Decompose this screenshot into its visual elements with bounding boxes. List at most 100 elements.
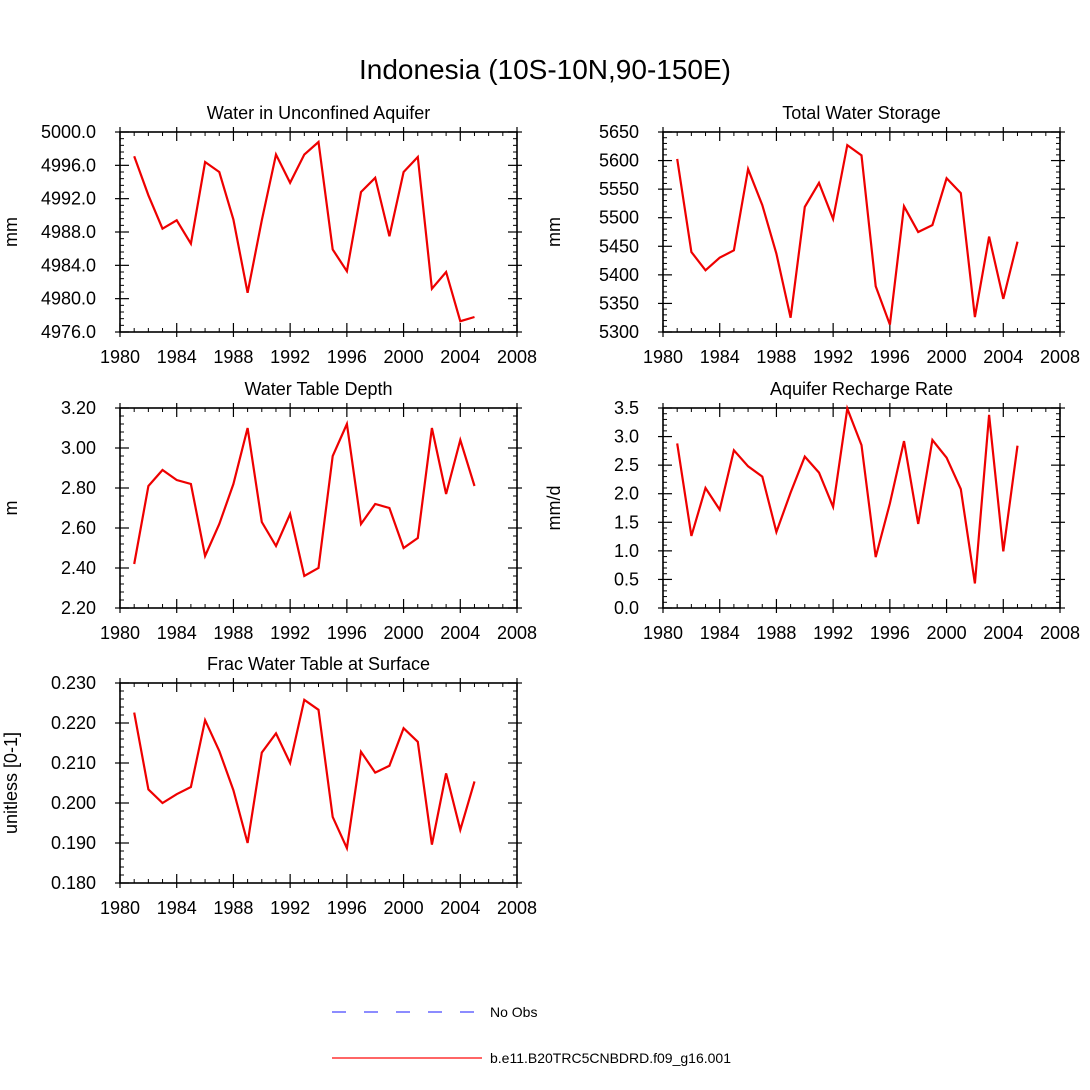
figure-title: Indonesia (10S-10N,90-150E) <box>359 54 731 85</box>
y-tick-label: 3.20 <box>61 398 96 418</box>
x-tick-label: 1996 <box>870 623 910 643</box>
y-tick-label: 0.5 <box>614 569 639 589</box>
y-tick-label: 5350 <box>599 293 639 313</box>
y-tick-label: 5500 <box>599 208 639 228</box>
panel-title: Water in Unconfined Aquifer <box>207 103 430 123</box>
legend-label-model: b.e11.B20TRC5CNBDRD.f09_g16.001 <box>490 1050 731 1066</box>
x-tick-label: 1980 <box>643 623 683 643</box>
y-tick-label: 0.220 <box>51 713 96 733</box>
y-tick-label: 5450 <box>599 236 639 256</box>
x-tick-label: 2004 <box>983 623 1023 643</box>
y-axis-label: mm <box>544 217 564 247</box>
x-tick-label: 1988 <box>756 623 796 643</box>
y-tick-label: 0.230 <box>51 673 96 693</box>
chart-panel-4: Frac Water Table at Surface unitless [0-1… <box>1 654 537 918</box>
y-tick-label: 5000.0 <box>41 122 96 142</box>
y-tick-label: 4988.0 <box>41 222 96 242</box>
y-tick-label: 3.5 <box>614 398 639 418</box>
x-tick-label: 2004 <box>440 347 480 367</box>
x-tick-label: 1980 <box>100 347 140 367</box>
y-tick-label: 3.0 <box>614 427 639 447</box>
y-tick-label: 0.200 <box>51 793 96 813</box>
y-tick-label: 4976.0 <box>41 322 96 342</box>
legend-label-no-obs: No Obs <box>490 1004 537 1020</box>
x-tick-label: 2008 <box>497 347 537 367</box>
x-tick-label: 1992 <box>270 898 310 918</box>
panel-title: Water Table Depth <box>244 379 392 399</box>
x-tick-label: 2008 <box>497 623 537 643</box>
x-tick-label: 1996 <box>327 898 367 918</box>
x-tick-label: 2000 <box>927 347 967 367</box>
x-tick-label: 1992 <box>270 623 310 643</box>
panel-title: Aquifer Recharge Rate <box>770 379 953 399</box>
chart-panel-0: Water in Unconfined Aquifer mm 1980 1984 198… <box>1 103 537 367</box>
plot-frame <box>662 407 1061 609</box>
x-tick-label: 2008 <box>1040 623 1080 643</box>
y-tick-label: 2.60 <box>61 518 96 538</box>
y-tick-label: 1.5 <box>614 512 639 532</box>
series-line <box>133 420 476 578</box>
y-tick-label: 0.210 <box>51 753 96 773</box>
y-tick-label: 5550 <box>599 179 639 199</box>
x-tick-label: 1996 <box>327 347 367 367</box>
x-tick-label: 2000 <box>384 623 424 643</box>
x-tick-label: 1984 <box>157 623 197 643</box>
x-tick-label: 1988 <box>756 347 796 367</box>
y-tick-label: 0.0 <box>614 598 639 618</box>
x-tick-label: 1988 <box>213 347 253 367</box>
y-axis-label: unitless [0-1] <box>1 732 21 834</box>
chart-panel-2: Water Table Depth m 1980 1984 1988 1992 1996 20… <box>1 379 537 643</box>
x-tick-label: 1984 <box>700 347 740 367</box>
series-line <box>676 404 1019 584</box>
y-tick-label: 0.180 <box>51 873 96 893</box>
x-tick-label: 1996 <box>870 347 910 367</box>
y-axis-label: mm/d <box>544 486 564 531</box>
y-tick-label: 2.20 <box>61 598 96 618</box>
x-tick-label: 2000 <box>927 623 967 643</box>
x-tick-label: 2008 <box>497 898 537 918</box>
y-tick-label: 4984.0 <box>41 255 96 275</box>
x-tick-label: 2004 <box>983 347 1023 367</box>
y-axis-label: mm <box>1 217 21 247</box>
x-tick-label: 1980 <box>100 898 140 918</box>
series-line <box>676 143 1019 325</box>
x-tick-label: 1984 <box>157 898 197 918</box>
x-tick-label: 2004 <box>440 898 480 918</box>
y-tick-label: 2.40 <box>61 558 96 578</box>
x-tick-label: 1988 <box>213 898 253 918</box>
panels: Water in Unconfined Aquifer mm 1980 1984 198… <box>1 103 1080 918</box>
x-tick-label: 1992 <box>813 347 853 367</box>
x-tick-label: 1980 <box>643 347 683 367</box>
chart-panel-1: Total Water Storage mm 1980 1984 1988 1992 199… <box>544 103 1080 367</box>
y-tick-label: 5600 <box>599 151 639 171</box>
y-tick-label: 0.190 <box>51 833 96 853</box>
y-tick-label: 4992.0 <box>41 189 96 209</box>
y-tick-label: 2.0 <box>614 484 639 504</box>
y-tick-label: 1.0 <box>614 541 639 561</box>
panel-title: Total Water Storage <box>782 103 940 123</box>
y-tick-label: 4980.0 <box>41 289 96 309</box>
x-tick-label: 2000 <box>384 347 424 367</box>
y-tick-label: 3.00 <box>61 438 96 458</box>
x-tick-label: 1984 <box>157 347 197 367</box>
legend: No Obs b.e11.B20TRC5CNBDRD.f09_g16.001 <box>332 1004 731 1066</box>
panel-title: Frac Water Table at Surface <box>207 654 430 674</box>
x-tick-label: 1992 <box>270 347 310 367</box>
x-tick-label: 2000 <box>384 898 424 918</box>
x-tick-label: 2004 <box>440 623 480 643</box>
plot-frame <box>119 131 518 333</box>
y-tick-label: 4996.0 <box>41 155 96 175</box>
y-axis-label: m <box>1 501 21 516</box>
x-tick-label: 1980 <box>100 623 140 643</box>
y-tick-label: 2.5 <box>614 455 639 475</box>
y-tick-label: 5300 <box>599 322 639 342</box>
x-tick-label: 1988 <box>213 623 253 643</box>
y-tick-label: 2.80 <box>61 478 96 498</box>
x-tick-label: 1992 <box>813 623 853 643</box>
series-line <box>133 697 476 853</box>
series-line <box>133 139 475 323</box>
y-tick-label: 5400 <box>599 265 639 285</box>
x-tick-label: 1996 <box>327 623 367 643</box>
